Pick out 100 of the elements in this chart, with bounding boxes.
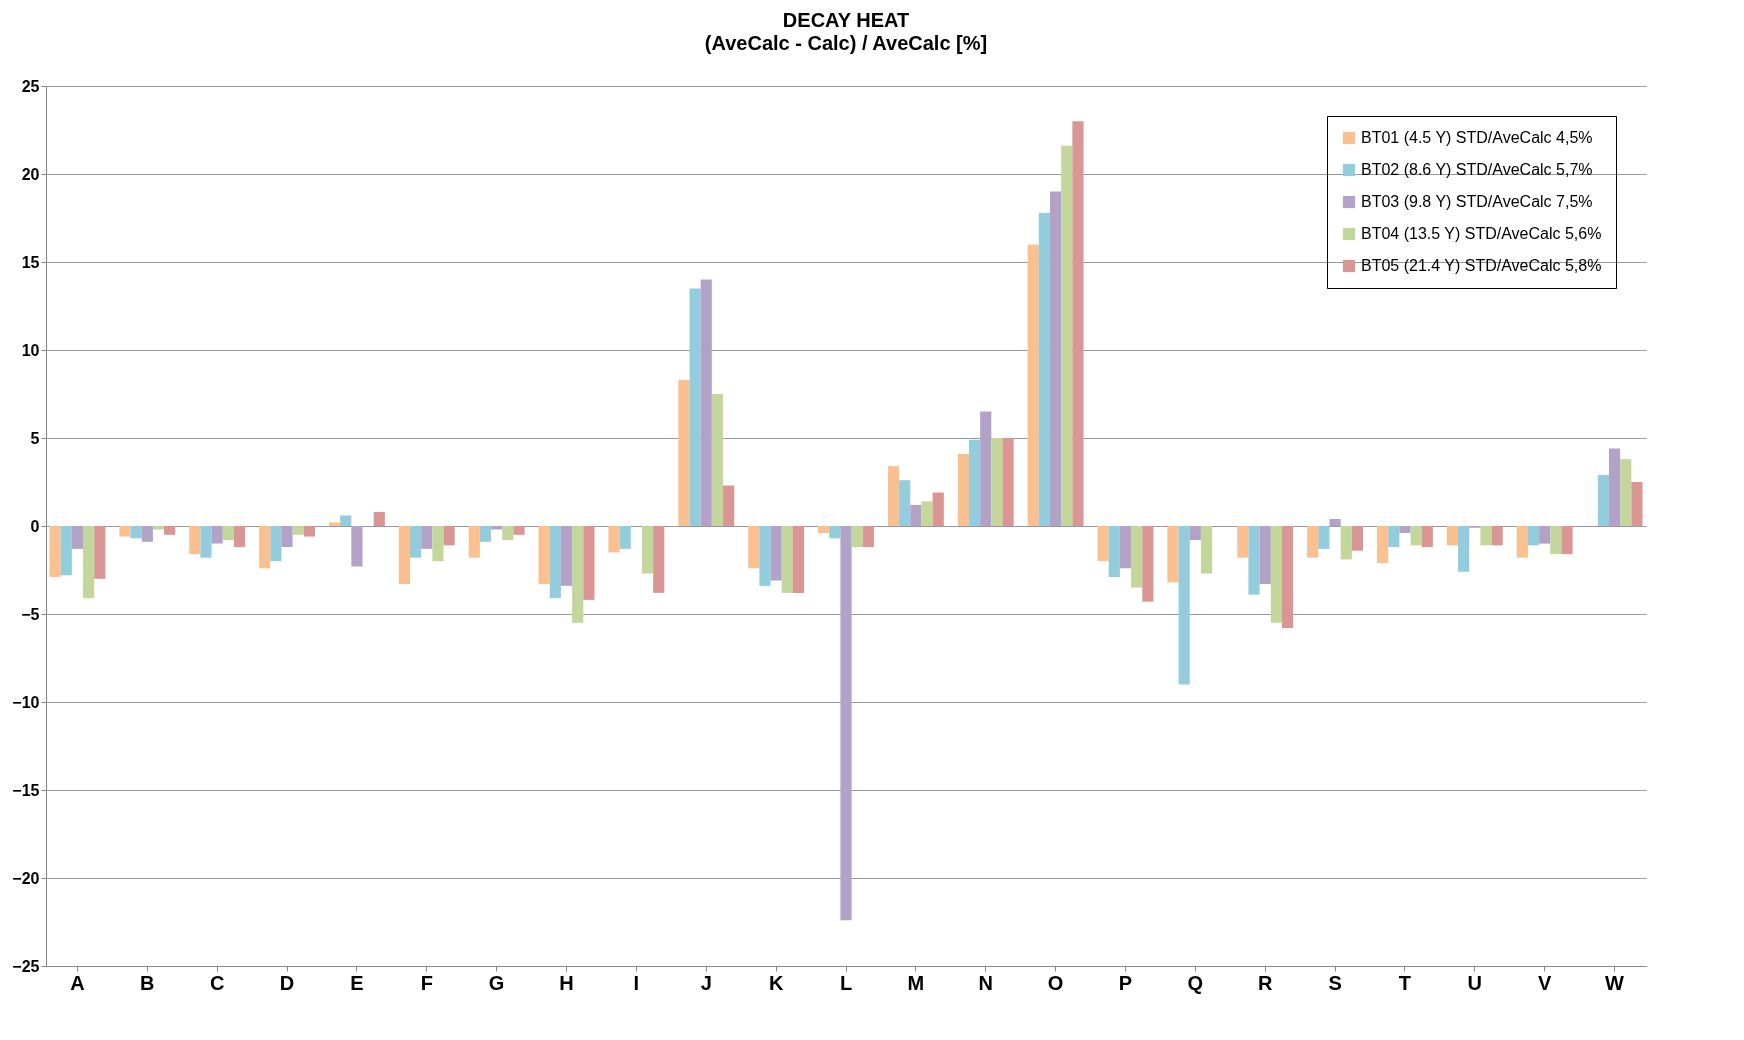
bar: [1351, 526, 1364, 551]
bar: [421, 526, 433, 549]
bar: [1027, 244, 1039, 526]
bar: [1072, 121, 1084, 526]
bar: [1108, 526, 1120, 578]
bar: [130, 526, 142, 539]
bar: [141, 526, 153, 542]
chart-title: DECAY HEAT: [782, 9, 910, 31]
bar: [1480, 526, 1492, 546]
x-tick-label: V: [1538, 971, 1553, 994]
bar: [1550, 526, 1562, 555]
bar: [1561, 526, 1573, 555]
bar: [1270, 526, 1282, 623]
x-tick-label: Q: [1187, 971, 1204, 994]
x-tick-label: N: [978, 971, 993, 994]
x-tick-label: F: [420, 971, 433, 994]
bar: [583, 526, 595, 600]
bar: [957, 453, 969, 526]
y-tick-label: 5: [30, 429, 40, 447]
bar: [608, 526, 620, 553]
bar: [270, 526, 282, 562]
y-tick-label: 15: [21, 253, 40, 271]
y-tick-label: −5: [21, 605, 40, 623]
bar: [94, 526, 106, 579]
x-tick-label: B: [140, 971, 155, 994]
bar: [1516, 526, 1528, 558]
bar: [1142, 526, 1154, 602]
y-tick-label: −10: [12, 693, 40, 711]
bar: [899, 480, 911, 526]
bar: [71, 526, 84, 549]
x-tick-label: T: [1398, 971, 1412, 994]
bar: [1131, 526, 1143, 588]
bar: [560, 526, 573, 586]
bar: [1178, 526, 1190, 685]
bar: [281, 526, 293, 548]
x-tick-label: L: [839, 971, 853, 994]
bar: [211, 526, 223, 544]
bar: [189, 526, 201, 555]
bar: [410, 526, 422, 558]
bar: [1237, 526, 1249, 558]
x-tick-label: A: [70, 971, 85, 994]
x-tick-label: G: [488, 971, 505, 994]
bar: [1631, 482, 1643, 526]
bar: [1377, 526, 1389, 563]
x-tick-label: U: [1467, 971, 1483, 994]
bar: [491, 526, 503, 530]
bar: [653, 526, 665, 593]
bar: [851, 526, 863, 548]
bar: [443, 526, 455, 546]
bar: [759, 526, 771, 586]
bar: [1399, 526, 1411, 534]
bar: [1318, 526, 1330, 549]
x-tick-label: W: [1605, 971, 1625, 994]
bar: [259, 526, 271, 569]
legend-label: BT04 (13.5 Y) STD/AveCalc 5,6%: [1361, 225, 1602, 242]
bar: [1248, 526, 1260, 595]
bar: [770, 526, 782, 581]
y-tick-label: −20: [12, 869, 40, 887]
bar: [373, 511, 385, 526]
x-tick-label: I: [633, 971, 640, 994]
bar: [479, 526, 492, 542]
bar: [303, 526, 315, 537]
bar: [1038, 212, 1051, 526]
bar: [1189, 526, 1201, 541]
bar: [1050, 191, 1062, 526]
bar: [1491, 526, 1503, 546]
y-tick-label: −25: [12, 957, 40, 975]
bar: [398, 526, 411, 585]
bar: [152, 526, 165, 530]
bar: [292, 526, 304, 535]
bar: [60, 526, 72, 576]
bar: [678, 379, 690, 526]
bar: [1259, 526, 1271, 585]
bar: [689, 288, 701, 526]
bar: [1200, 526, 1213, 574]
bar: [1446, 526, 1459, 546]
bar: [862, 526, 874, 548]
bar: [1329, 518, 1341, 526]
legend-label: BT05 (21.4 Y) STD/AveCalc 5,8%: [1361, 257, 1602, 274]
x-tick-label: K: [768, 971, 784, 994]
x-tick-label: M: [907, 971, 925, 994]
bar: [1097, 526, 1109, 562]
bar: [700, 279, 712, 526]
bar: [222, 526, 234, 541]
y-tick-label: 25: [21, 77, 40, 95]
bar: [164, 526, 176, 535]
bar: [1597, 474, 1609, 526]
bar: [1539, 526, 1551, 544]
bar: [1410, 526, 1422, 546]
bar: [513, 526, 525, 535]
bar: [1527, 526, 1540, 546]
bar: [200, 526, 212, 558]
bar: [1340, 526, 1352, 560]
bar: [781, 526, 793, 593]
bar: [1061, 145, 1073, 526]
bar: [980, 411, 992, 526]
bar: [49, 526, 61, 578]
x-tick-label: E: [350, 971, 364, 994]
legend-label: BT01 (4.5 Y) STD/AveCalc 4,5%: [1361, 129, 1593, 146]
y-tick-label: 0: [30, 517, 40, 535]
